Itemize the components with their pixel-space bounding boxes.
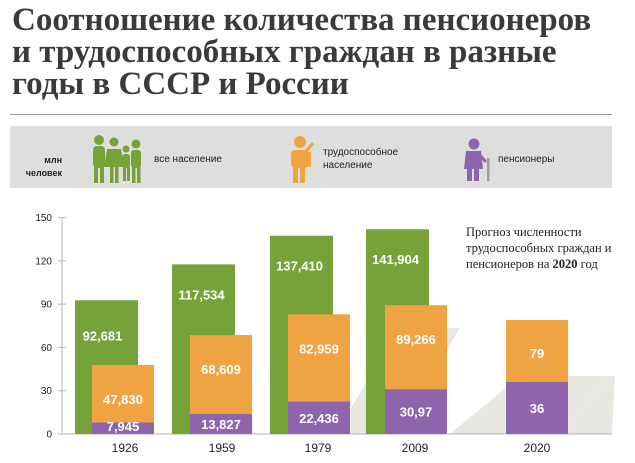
y-tick-label: 150 xyxy=(35,213,52,224)
bar-pensioners xyxy=(288,401,350,434)
data-label-pensioners: 13,827 xyxy=(201,417,241,432)
legend-label-working-line2: население xyxy=(323,160,373,171)
data-label-pensioners: 7,945 xyxy=(107,419,140,434)
forecast-note-year: 2020 xyxy=(552,257,578,271)
legend-label-total: все население xyxy=(154,154,222,165)
data-label-working: 89,266 xyxy=(396,332,436,347)
data-label-pensioners: 22,436 xyxy=(299,411,339,426)
worker-icon xyxy=(291,136,314,183)
x-tick-label: 1979 xyxy=(305,441,332,455)
data-label-working: 68,609 xyxy=(201,362,241,377)
x-tick-label: 1959 xyxy=(209,441,236,455)
data-label-pensioners: 30,97 xyxy=(400,405,433,420)
forecast-note: Прогноз численности трудоспособных гражд… xyxy=(466,224,616,272)
bar-working xyxy=(92,364,154,434)
unit-label-line1: млн xyxy=(44,155,62,165)
y-tick-label: 90 xyxy=(41,300,53,311)
x-tick-label: 2020 xyxy=(524,441,551,455)
bar-pensioners xyxy=(92,422,154,434)
data-label-working: 79 xyxy=(530,346,544,361)
page-title: Соотношение количества пенсионеров и тру… xyxy=(12,2,592,102)
legend-label-pensioners: пенсионеры xyxy=(498,154,555,165)
family-icon xyxy=(93,135,141,183)
bar-pensioners xyxy=(385,389,447,434)
legend-label-working: трудоспособное население xyxy=(323,146,398,172)
x-tick-label: 1926 xyxy=(112,441,139,455)
data-label-working: 47,830 xyxy=(103,392,143,407)
data-label-total: 141,904 xyxy=(372,252,420,267)
y-tick-label: 0 xyxy=(46,430,52,441)
forecast-note-text: Прогноз численности трудоспособных гражд… xyxy=(466,225,612,271)
elderly-icon xyxy=(464,138,490,181)
data-label-total: 117,534 xyxy=(178,287,225,302)
data-label-pensioners: 36 xyxy=(530,401,544,416)
legend-label-working-line1: трудоспособное xyxy=(323,147,399,158)
bar-pensioners xyxy=(506,382,568,434)
data-label-working: 82,959 xyxy=(299,341,339,356)
data-label-total: 137,410 xyxy=(276,259,323,274)
title-divider xyxy=(10,114,612,115)
x-tick-label: 2009 xyxy=(402,441,429,455)
shadow-band xyxy=(560,376,612,434)
unit-label: млн человек xyxy=(12,154,62,180)
bar-pensioners xyxy=(190,414,252,434)
y-tick-label: 30 xyxy=(41,386,53,397)
forecast-note-suffix: год xyxy=(580,257,598,271)
y-tick-label: 60 xyxy=(41,343,53,354)
unit-label-line2: человек xyxy=(25,168,62,178)
data-label-total: 92,681 xyxy=(83,328,123,343)
y-tick-label: 120 xyxy=(35,256,52,267)
